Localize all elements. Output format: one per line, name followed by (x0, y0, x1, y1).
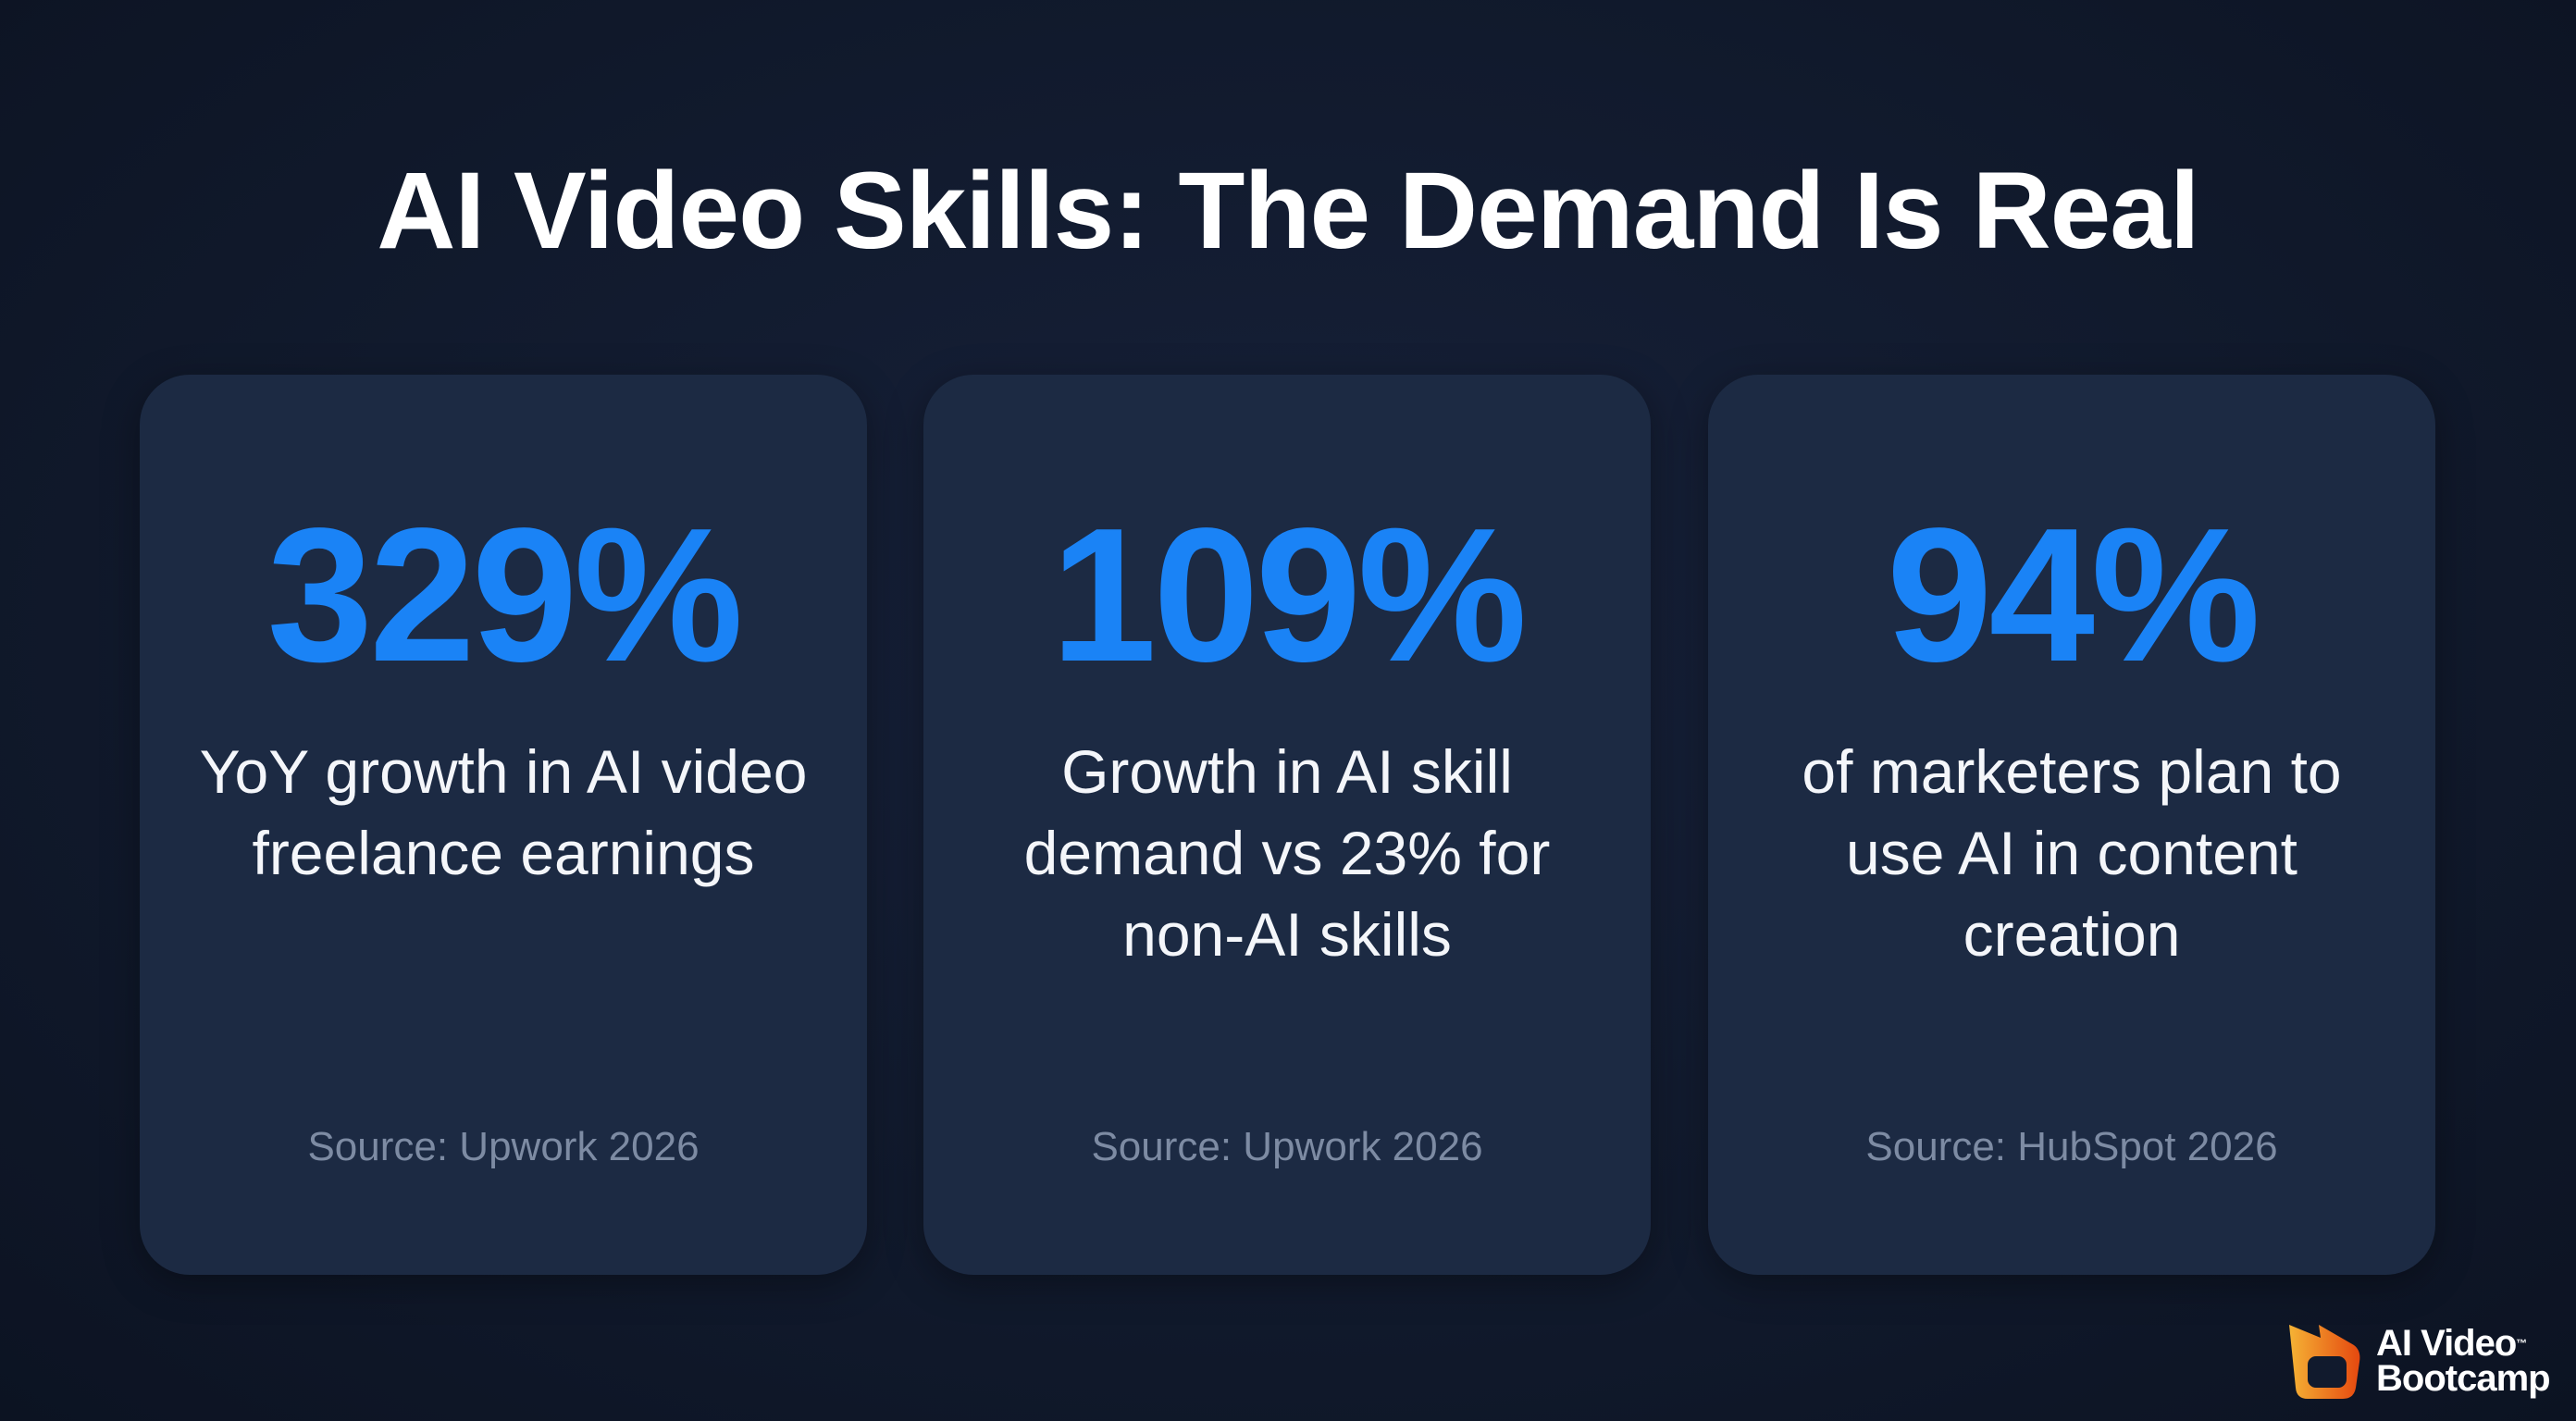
stat-value: 94% (1886, 488, 2260, 701)
stat-source: Source: Upwork 2026 (1091, 1124, 1483, 1169)
stat-card-marketers-ai: 94% of marketers plan to use AI in conte… (1708, 375, 2435, 1275)
logo-trademark: ™ (2516, 1337, 2527, 1350)
stat-source: Source: Upwork 2026 (307, 1124, 700, 1169)
page-title: AI Video Skills: The Demand Is Real (377, 150, 2199, 272)
stat-value: 109% (1050, 488, 1528, 701)
logo-line2: Bootcamp (2376, 1358, 2551, 1399)
logo-line1: AI Video (2376, 1323, 2517, 1364)
stat-source: Source: HubSpot 2026 (1865, 1124, 2278, 1169)
stat-description: of marketers plan to use AI in content c… (1802, 737, 2342, 969)
stat-description: YoY growth in AI video freelance earning… (199, 737, 808, 887)
tv-flame-icon (2289, 1325, 2360, 1399)
stat-card-ai-skill-demand: 109% Growth in AI skill demand vs 23% fo… (923, 375, 1651, 1275)
brand-logo: AI Video™ Bootcamp (2287, 1321, 2551, 1401)
stat-description: Growth in AI skill demand vs 23% for non… (1023, 737, 1551, 969)
stat-card-upwork-earnings: 329% YoY growth in AI video freelance ea… (140, 375, 867, 1275)
stat-value: 329% (266, 488, 744, 701)
